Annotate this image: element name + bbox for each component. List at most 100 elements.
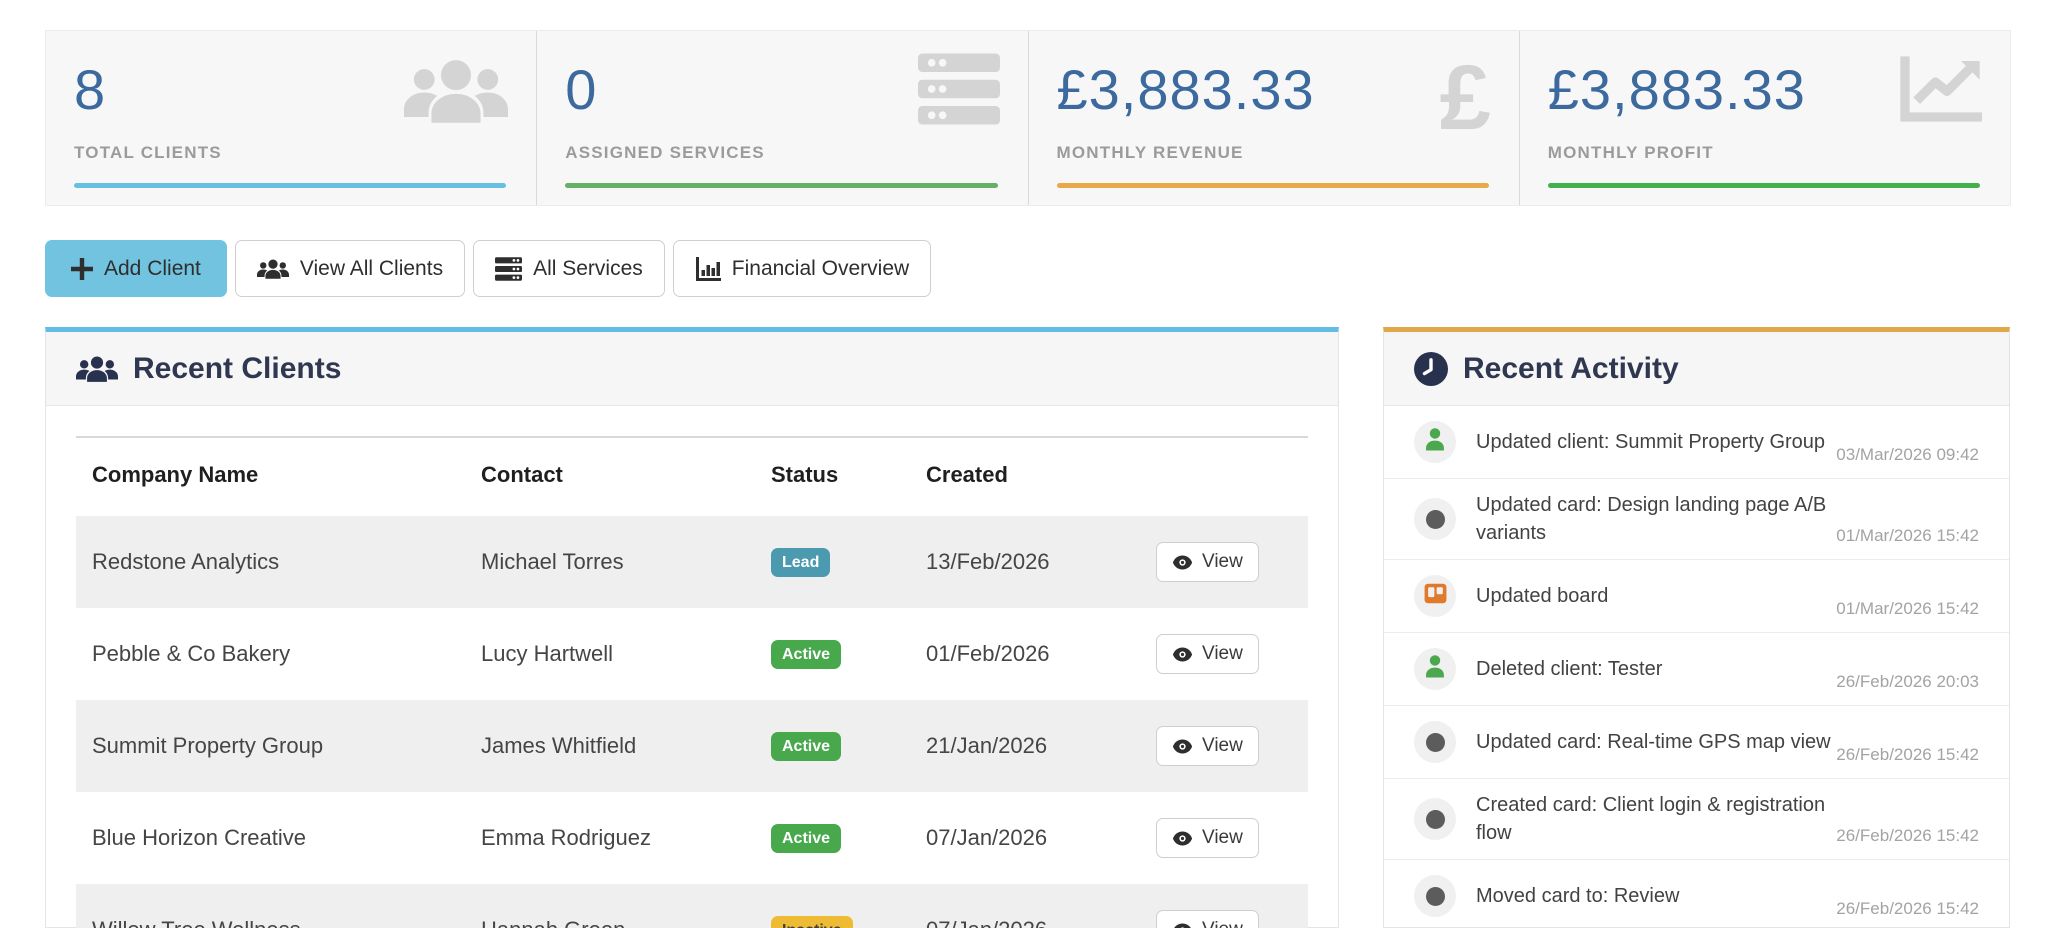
board-icon (1424, 583, 1447, 609)
eye-icon (1172, 831, 1193, 846)
stat-value: 8 (74, 58, 107, 121)
avatar (1414, 798, 1456, 840)
avatar (1414, 575, 1456, 617)
activity-text: Updated card: Real-time GPS map view (1476, 731, 1831, 753)
stat-accent-bar (1056, 183, 1489, 188)
created-cell: 07/Jan/2026 (926, 825, 1048, 850)
view-button-label: View (1202, 551, 1243, 572)
created-cell: 01/Feb/2026 (926, 641, 1050, 666)
table-row: Summit Property Group James Whitfield Ac… (76, 700, 1308, 792)
stat-value: £3,883.33 (1056, 58, 1315, 121)
users-icon (76, 353, 118, 385)
recent-activity-panel: Recent Activity Updated client: Summit P… (1383, 327, 2010, 928)
server-icon (495, 256, 523, 281)
status-badge: Inactive (771, 915, 853, 928)
chart-column-icon (695, 256, 721, 281)
toolbar: Add Client View All Clients All Services (45, 240, 932, 297)
add-client-button[interactable]: Add Client (45, 240, 227, 297)
table-row: Willow Tree Wellness Hannah Green Inacti… (76, 884, 1308, 928)
chart-line-icon (1898, 53, 1982, 130)
view-button[interactable]: View (1156, 726, 1259, 766)
company-cell: Willow Tree Wellness (76, 884, 481, 928)
contact-cell: Michael Torres (481, 549, 624, 574)
recent-clients-header: Recent Clients (46, 332, 1338, 406)
stat-label: Total Clients (74, 143, 222, 162)
list-item: Created card: Client login & registratio… (1384, 779, 2009, 860)
avatar (1414, 421, 1456, 463)
contact-cell: Lucy Hartwell (481, 641, 614, 666)
activity-timestamp: 01/Mar/2026 15:42 (1836, 599, 1979, 618)
avatar (1414, 875, 1456, 917)
list-item: Updated card: Real-time GPS map view 26/… (1384, 706, 2009, 779)
created-cell: 13/Feb/2026 (926, 549, 1050, 574)
view-button[interactable]: View (1156, 818, 1259, 858)
plus-icon (71, 257, 93, 280)
circle-icon (1425, 509, 1445, 529)
financial-overview-button[interactable]: Financial Overview (672, 240, 932, 297)
stat-assigned-services: 0 Assigned Services (536, 31, 1027, 205)
view-all-clients-button[interactable]: View All Clients (234, 240, 466, 297)
recent-clients-panel: Recent Clients Company Name Contact Stat… (45, 327, 1339, 928)
list-item: Updated board 01/Mar/2026 15:42 (1384, 560, 2009, 633)
status-badge: Active (771, 731, 842, 762)
stat-label: Assigned Services (565, 143, 765, 162)
user-icon (1424, 427, 1446, 457)
created-cell: 07/Jan/2026 (926, 884, 1156, 928)
company-cell: Blue Horizon Creative (92, 825, 306, 850)
stat-monthly-profit: £3,883.33 Monthly Profit (1518, 31, 2010, 205)
list-item: Deleted client: Tester 26/Feb/2026 20:03 (1384, 633, 2009, 706)
status-badge: Lead (771, 547, 831, 578)
column-header-company: Company Name (76, 436, 481, 516)
recent-activity-header: Recent Activity (1384, 332, 2009, 406)
activity-timestamp: 26/Feb/2026 15:42 (1836, 745, 1979, 764)
view-button[interactable]: View (1156, 542, 1259, 582)
view-button-label: View (1202, 827, 1243, 848)
activity-text: Deleted client: Tester (1476, 658, 1663, 680)
view-button[interactable]: View (1156, 910, 1259, 928)
panel-title: Recent Clients (133, 351, 342, 385)
view-button[interactable]: View (1156, 634, 1259, 674)
clock-icon (1414, 351, 1448, 386)
table-row: Blue Horizon Creative Emma Rodriguez Act… (76, 792, 1308, 884)
activity-text: Created card: Client login & registratio… (1476, 794, 1826, 844)
activity-text: Updated board (1476, 585, 1609, 607)
activity-timestamp: 03/Mar/2026 09:42 (1836, 445, 1979, 464)
status-badge: Active (771, 639, 842, 670)
eye-icon (1172, 923, 1193, 928)
avatar (1414, 498, 1456, 540)
user-icon (1424, 654, 1446, 684)
all-services-button[interactable]: All Services (473, 240, 665, 297)
list-item: Updated client: Summit Property Group 03… (1384, 406, 2009, 479)
list-item: Updated card: Design landing page A/B va… (1384, 479, 2009, 560)
circle-icon (1425, 732, 1445, 752)
view-button-label: View (1202, 735, 1243, 756)
users-icon (404, 53, 509, 134)
table-header-row: Company Name Contact Status Created (76, 436, 1308, 516)
table-row: Redstone Analytics Michael Torres Lead 1… (76, 516, 1308, 608)
circle-icon (1425, 886, 1445, 906)
company-cell: Summit Property Group (92, 733, 324, 758)
company-cell: Redstone Analytics (92, 549, 280, 574)
view-button-label: View (1202, 643, 1243, 664)
activity-text: Updated card: Design landing page A/B va… (1476, 494, 1827, 544)
status-badge: Active (771, 823, 842, 854)
list-item: Moved card to: Review 26/Feb/2026 15:42 (1384, 860, 2009, 928)
button-label: View All Clients (299, 256, 444, 280)
activity-timestamp: 26/Feb/2026 20:03 (1836, 672, 1979, 691)
activity-timestamp: 26/Feb/2026 15:42 (1836, 826, 1979, 845)
panel-title: Recent Activity (1463, 351, 1679, 385)
avatar (1414, 648, 1456, 690)
server-icon (917, 53, 1000, 130)
circle-icon (1425, 809, 1445, 829)
activity-list: Updated client: Summit Property Group 03… (1384, 406, 2009, 928)
activity-timestamp: 01/Mar/2026 15:42 (1836, 526, 1979, 545)
button-label: Add Client (104, 256, 201, 280)
activity-text: Moved card to: Review (1476, 885, 1680, 907)
stats-bar: 8 Total Clients 0 Assigned Services (45, 30, 2011, 206)
users-icon (256, 257, 289, 281)
stat-total-clients: 8 Total Clients (46, 31, 536, 205)
avatar (1414, 721, 1456, 763)
contact-cell: James Whitfield (481, 733, 637, 758)
stat-accent-bar (1547, 183, 1980, 188)
view-button-label: View (1202, 919, 1243, 928)
